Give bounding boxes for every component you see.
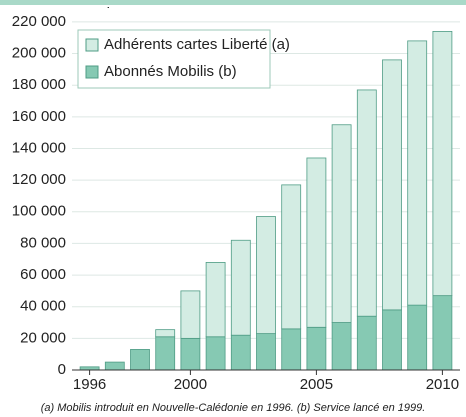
y-tick-label: 40 000	[20, 298, 66, 315]
legend-label: Adhérents cartes Liberté (a)	[104, 36, 290, 53]
y-tick-label: 140 000	[12, 139, 66, 156]
y-tick-label: 0	[58, 361, 66, 378]
bar-segment	[155, 336, 176, 371]
x-tick-label: 1996	[73, 376, 106, 393]
y-tick-label: 60 000	[20, 266, 66, 283]
footnote: (a) Mobilis introduit en Nouvelle-Calédo…	[41, 402, 426, 414]
bar-segment	[180, 337, 201, 371]
bar-segment	[432, 31, 453, 297]
bar-segment	[180, 290, 201, 339]
y-tick-label: 200 000	[12, 45, 66, 62]
bar-segment	[281, 328, 302, 371]
x-tick-label: 2010	[426, 376, 459, 393]
x-tick-label: 2000	[174, 376, 207, 393]
y-tick-label: 20 000	[20, 329, 66, 346]
bar-segment	[407, 40, 428, 306]
bar-segment	[230, 239, 251, 336]
y-tick-label: 180 000	[12, 76, 66, 93]
bar-segment	[382, 59, 402, 311]
bar-segment	[306, 326, 327, 371]
x-tick-label: 2005	[300, 376, 333, 393]
legend-label: Abonnés Mobilis (b)	[104, 63, 237, 80]
bar-segment	[331, 322, 352, 371]
legend-box	[77, 29, 271, 89]
bar-segment	[205, 336, 226, 371]
bar-segment	[256, 333, 276, 371]
bar-segment	[104, 361, 125, 371]
bar-segment	[356, 89, 377, 317]
legend-swatch	[85, 38, 99, 52]
bar-segment	[281, 184, 302, 330]
bar-segment	[356, 315, 377, 371]
bar-segment	[230, 334, 251, 371]
bar-segment	[130, 349, 150, 371]
bar-segment	[382, 309, 402, 371]
bar-segment	[331, 124, 352, 323]
top-strip	[0, 0, 466, 5]
bar-segment	[306, 157, 327, 328]
y-tick-label: 80 000	[20, 234, 66, 251]
bar-segment	[407, 304, 428, 371]
bar-segment	[205, 262, 226, 338]
bar-segment	[256, 216, 276, 335]
bar-segment	[155, 329, 176, 338]
legend-swatch	[85, 65, 99, 79]
y-tick-label: 120 000	[12, 171, 66, 188]
y-tick-label: 160 000	[12, 108, 66, 125]
y-tick-label: 100 000	[12, 203, 66, 220]
y-tick-label: 220 000	[12, 13, 66, 30]
bar-segment	[432, 295, 453, 371]
